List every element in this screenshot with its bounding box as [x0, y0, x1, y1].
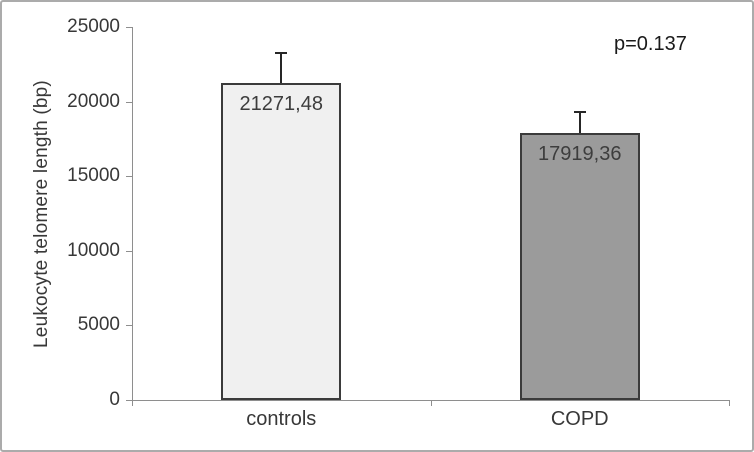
y-tick-label: 0 [109, 389, 120, 410]
y-axis-title: Leukocyte telomere length (bp) [31, 80, 52, 348]
x-tick-mark [729, 400, 730, 406]
bar-value-label: 17919,36 [538, 142, 622, 165]
p-value-annotation: p=0.137 [614, 33, 687, 55]
x-tick-mark [132, 400, 133, 406]
error-bar-cap [573, 110, 586, 113]
y-tick-label: 20000 [67, 91, 120, 112]
category-label-COPD: COPD [550, 408, 609, 430]
bar-controls [221, 82, 342, 400]
y-tick-mark [126, 400, 132, 401]
x-tick-mark [431, 400, 432, 406]
y-tick-mark [126, 176, 132, 177]
y-tick-mark [126, 102, 132, 103]
y-axis-line [132, 27, 133, 406]
y-tick-label: 5000 [77, 314, 120, 335]
y-tick-label: 10000 [67, 240, 120, 261]
error-bar-stem [578, 111, 581, 133]
y-tick-mark [126, 325, 132, 326]
error-bar-cap [275, 51, 288, 54]
y-tick-mark [126, 27, 132, 28]
bar-value-label: 21271,48 [239, 92, 323, 115]
y-tick-mark [126, 251, 132, 252]
bar-COPD [519, 132, 640, 400]
y-tick-label: 25000 [67, 16, 120, 37]
y-tick-label: 15000 [67, 165, 120, 186]
error-bar-stem [280, 52, 283, 83]
category-label-controls: controls [246, 408, 317, 430]
